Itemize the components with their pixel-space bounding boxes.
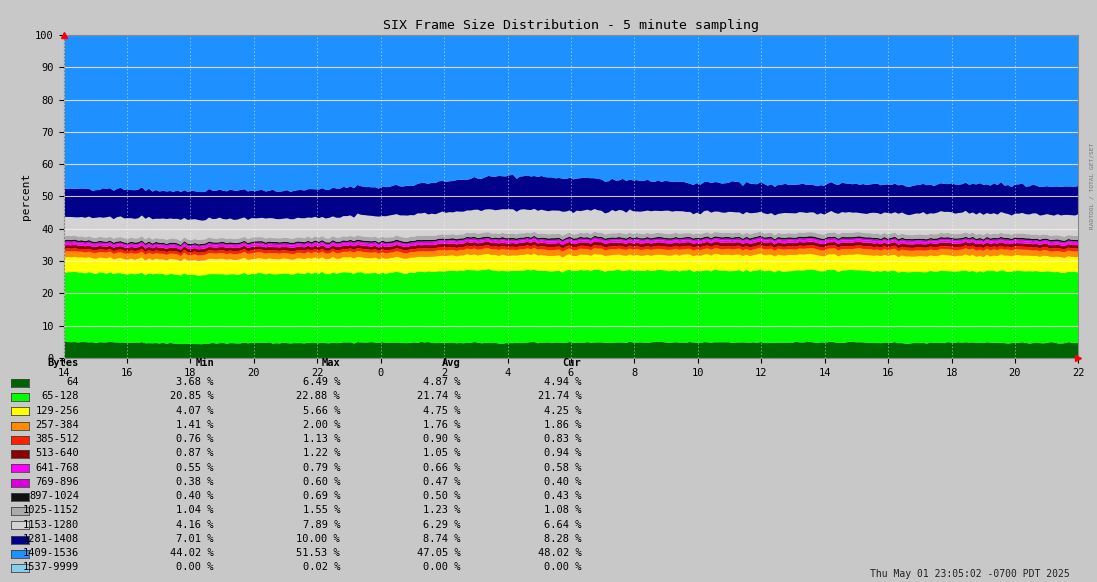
Text: 65-128: 65-128: [42, 391, 79, 402]
Text: 51.53 %: 51.53 %: [296, 548, 340, 558]
Y-axis label: percent: percent: [21, 173, 31, 220]
Text: 6.49 %: 6.49 %: [303, 377, 340, 387]
Text: 0.76 %: 0.76 %: [177, 434, 214, 444]
Text: 4.75 %: 4.75 %: [423, 406, 461, 416]
Text: 21.74 %: 21.74 %: [538, 391, 581, 402]
Text: 129-256: 129-256: [35, 406, 79, 416]
Text: 5.66 %: 5.66 %: [303, 406, 340, 416]
Text: 0.90 %: 0.90 %: [423, 434, 461, 444]
Text: 8.28 %: 8.28 %: [544, 534, 581, 544]
Text: 1.41 %: 1.41 %: [177, 420, 214, 430]
Text: 21.74 %: 21.74 %: [417, 391, 461, 402]
Text: 1.55 %: 1.55 %: [303, 505, 340, 516]
Text: 4.94 %: 4.94 %: [544, 377, 581, 387]
Text: 1153-1280: 1153-1280: [23, 520, 79, 530]
Text: 0.50 %: 0.50 %: [423, 491, 461, 501]
Text: 48.02 %: 48.02 %: [538, 548, 581, 558]
Text: 0.47 %: 0.47 %: [423, 477, 461, 487]
Title: SIX Frame Size Distribution - 5 minute sampling: SIX Frame Size Distribution - 5 minute s…: [383, 19, 759, 33]
Text: 0.83 %: 0.83 %: [544, 434, 581, 444]
Text: Cur: Cur: [563, 358, 581, 368]
Text: 641-768: 641-768: [35, 463, 79, 473]
Text: 0.40 %: 0.40 %: [177, 491, 214, 501]
Text: 4.87 %: 4.87 %: [423, 377, 461, 387]
Text: 257-384: 257-384: [35, 420, 79, 430]
Text: 8.74 %: 8.74 %: [423, 534, 461, 544]
Text: 7.01 %: 7.01 %: [177, 534, 214, 544]
Text: 4.25 %: 4.25 %: [544, 406, 581, 416]
Text: 3.68 %: 3.68 %: [177, 377, 214, 387]
Text: 0.79 %: 0.79 %: [303, 463, 340, 473]
Text: 6.29 %: 6.29 %: [423, 520, 461, 530]
Text: 0.00 %: 0.00 %: [177, 562, 214, 573]
Text: 4.07 %: 4.07 %: [177, 406, 214, 416]
Text: 64: 64: [67, 377, 79, 387]
Text: 0.69 %: 0.69 %: [303, 491, 340, 501]
Text: Min: Min: [195, 358, 214, 368]
Text: 1.86 %: 1.86 %: [544, 420, 581, 430]
Text: 0.58 %: 0.58 %: [544, 463, 581, 473]
Text: 6.64 %: 6.64 %: [544, 520, 581, 530]
Text: 10.00 %: 10.00 %: [296, 534, 340, 544]
Text: 0.38 %: 0.38 %: [177, 477, 214, 487]
Text: 1.08 %: 1.08 %: [544, 505, 581, 516]
Text: 0.43 %: 0.43 %: [544, 491, 581, 501]
Text: 7.89 %: 7.89 %: [303, 520, 340, 530]
Text: 0.66 %: 0.66 %: [423, 463, 461, 473]
Text: 0.60 %: 0.60 %: [303, 477, 340, 487]
Text: 897-1024: 897-1024: [29, 491, 79, 501]
Text: RADTOOL / TOTAL GET/SET: RADTOOL / TOTAL GET/SET: [1089, 143, 1095, 229]
Text: 2.00 %: 2.00 %: [303, 420, 340, 430]
Text: 1409-1536: 1409-1536: [23, 548, 79, 558]
Text: 769-896: 769-896: [35, 477, 79, 487]
Text: 1.22 %: 1.22 %: [303, 448, 340, 459]
Text: 0.02 %: 0.02 %: [303, 562, 340, 573]
Text: 47.05 %: 47.05 %: [417, 548, 461, 558]
Text: 1537-9999: 1537-9999: [23, 562, 79, 573]
Text: 1.04 %: 1.04 %: [177, 505, 214, 516]
Text: 1.23 %: 1.23 %: [423, 505, 461, 516]
Text: Max: Max: [321, 358, 340, 368]
Text: 0.94 %: 0.94 %: [544, 448, 581, 459]
Text: 1.13 %: 1.13 %: [303, 434, 340, 444]
Text: 1.76 %: 1.76 %: [423, 420, 461, 430]
Text: 1.05 %: 1.05 %: [423, 448, 461, 459]
Text: 513-640: 513-640: [35, 448, 79, 459]
Text: 44.02 %: 44.02 %: [170, 548, 214, 558]
Text: 1025-1152: 1025-1152: [23, 505, 79, 516]
Text: 20.85 %: 20.85 %: [170, 391, 214, 402]
Text: Avg: Avg: [442, 358, 461, 368]
Text: Bytes: Bytes: [48, 358, 79, 368]
Text: Thu May 01 23:05:02 -0700 PDT 2025: Thu May 01 23:05:02 -0700 PDT 2025: [870, 569, 1070, 579]
Text: 0.00 %: 0.00 %: [423, 562, 461, 573]
Text: 4.16 %: 4.16 %: [177, 520, 214, 530]
Text: 0.55 %: 0.55 %: [177, 463, 214, 473]
Text: 0.40 %: 0.40 %: [544, 477, 581, 487]
Text: 0.00 %: 0.00 %: [544, 562, 581, 573]
Text: 0.87 %: 0.87 %: [177, 448, 214, 459]
Text: 22.88 %: 22.88 %: [296, 391, 340, 402]
Text: 385-512: 385-512: [35, 434, 79, 444]
Text: 1281-1408: 1281-1408: [23, 534, 79, 544]
